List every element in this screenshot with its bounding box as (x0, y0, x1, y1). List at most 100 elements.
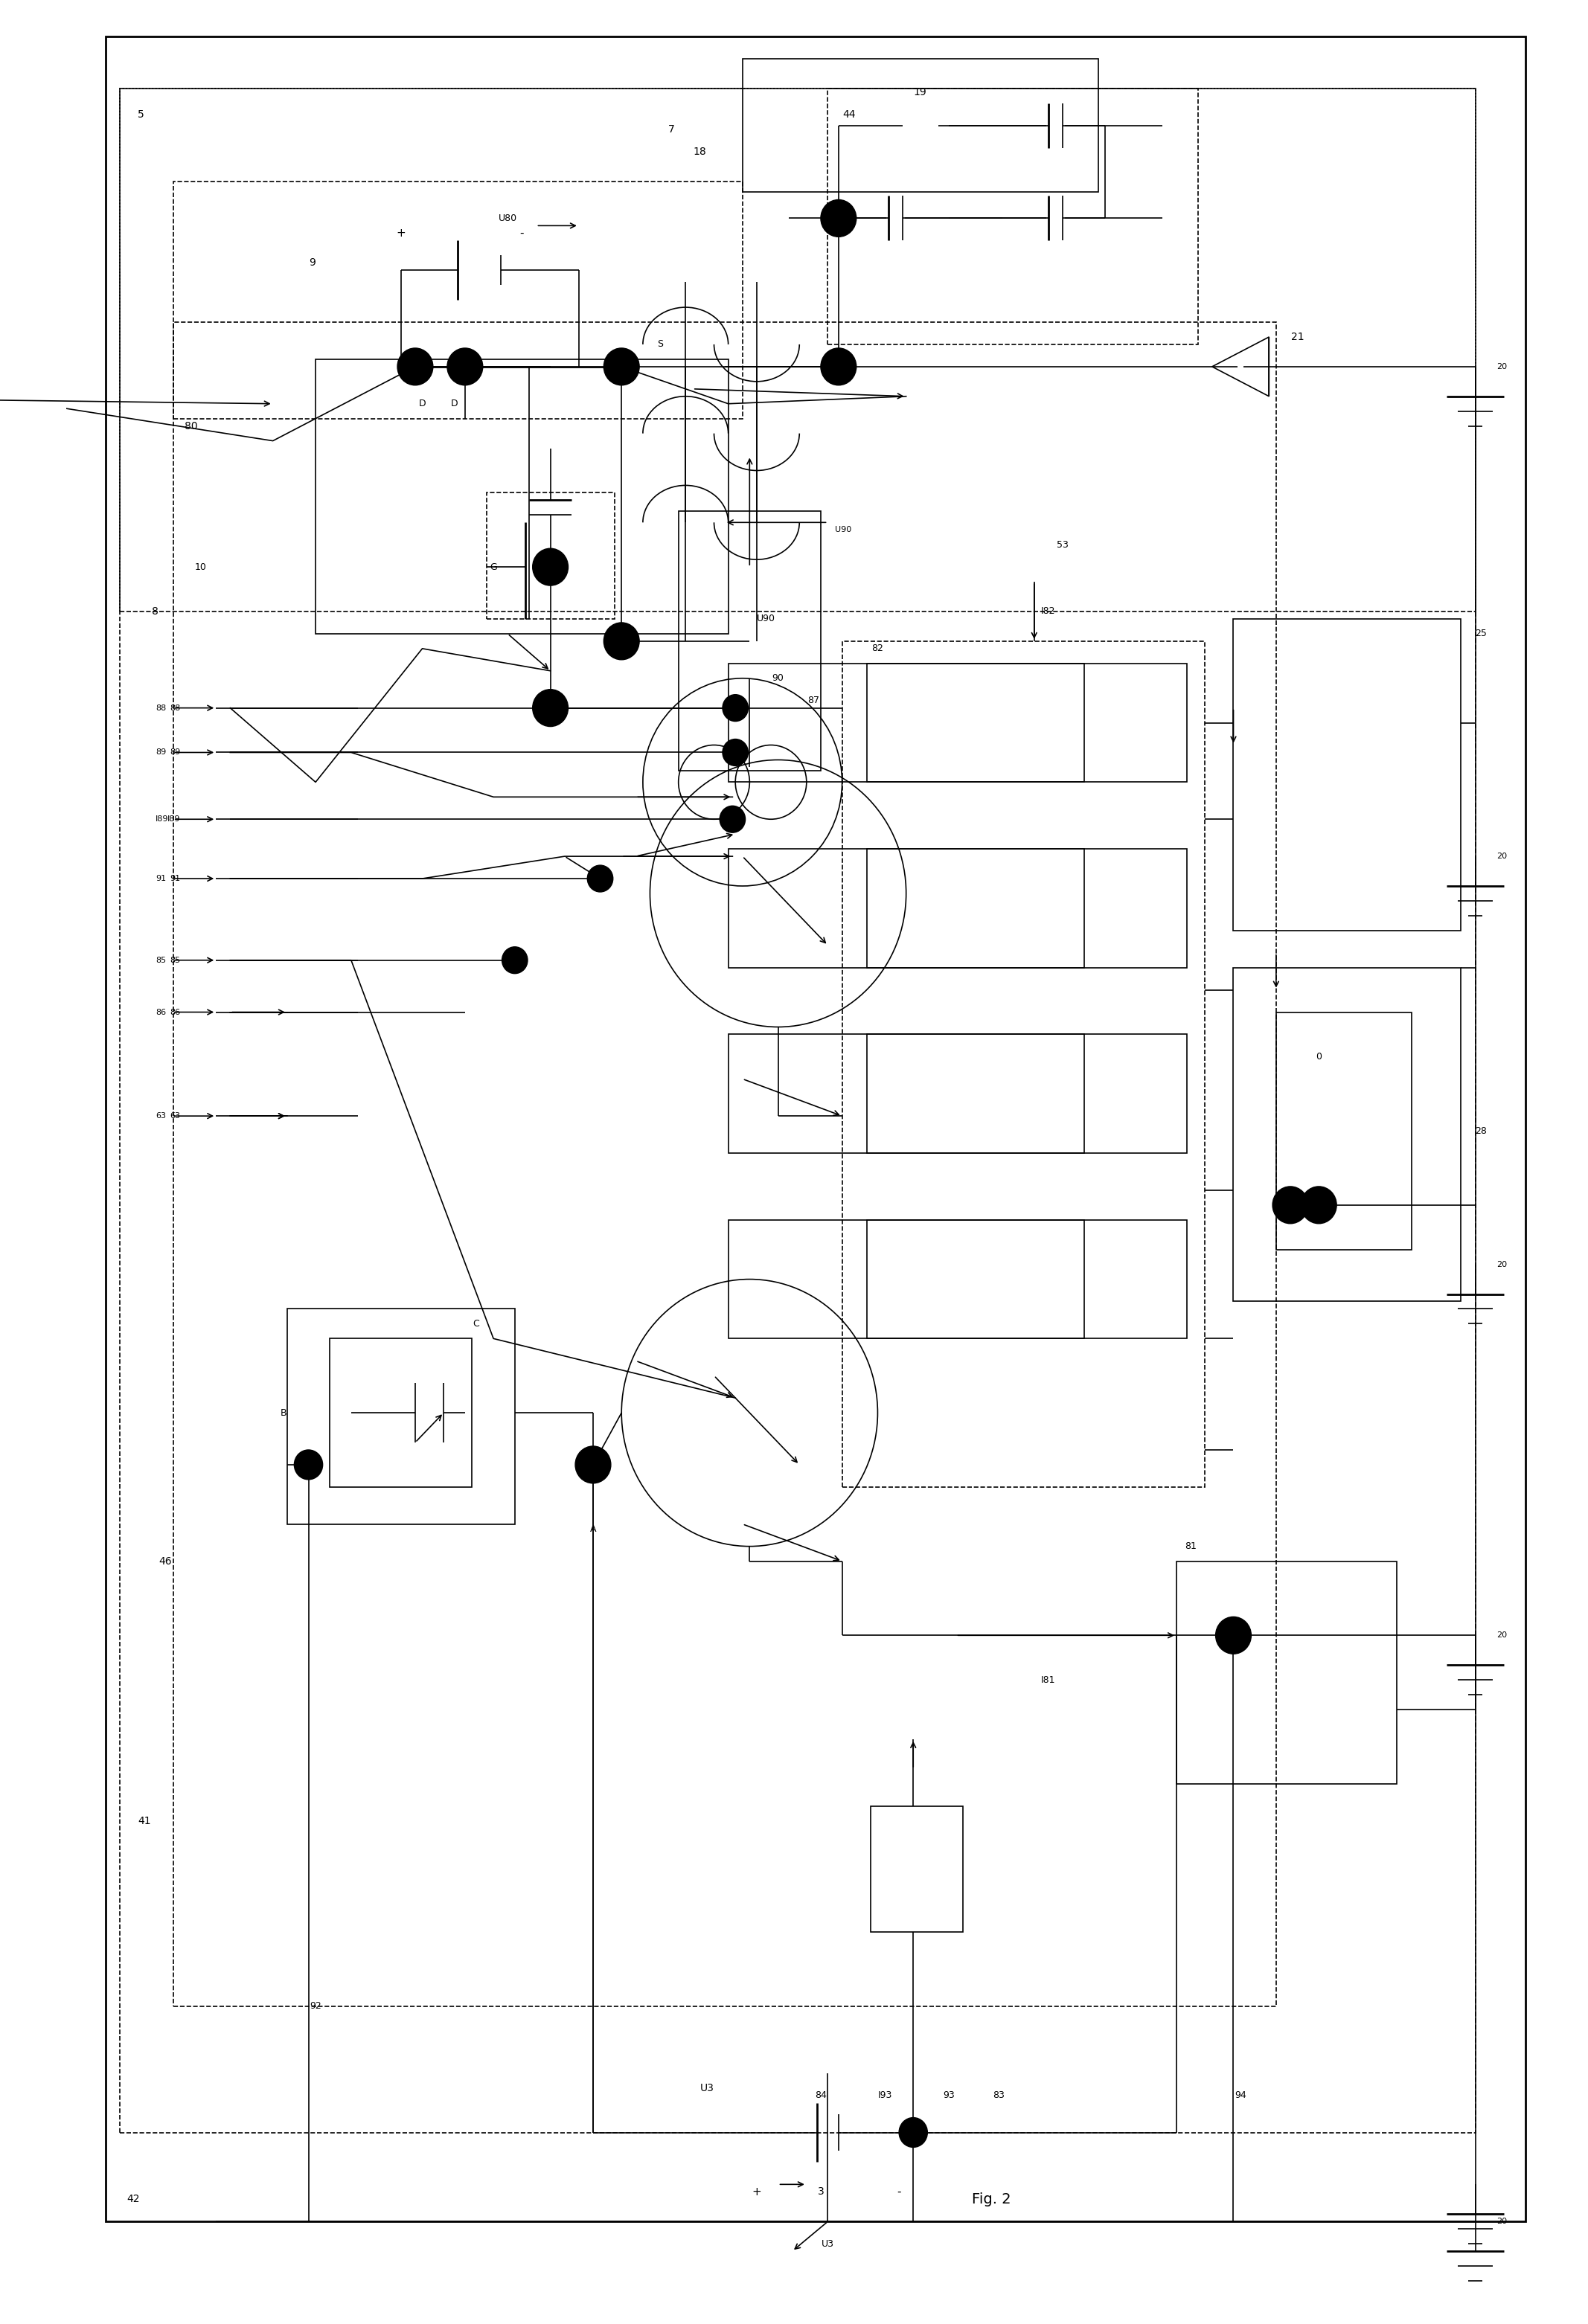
Circle shape (821, 200, 856, 237)
Text: 81: 81 (1185, 1541, 1197, 1550)
Text: 63: 63 (170, 1113, 181, 1120)
Text: 85: 85 (156, 957, 167, 964)
Text: 88: 88 (156, 704, 167, 711)
Text: 9: 9 (308, 258, 316, 267)
Text: 80: 80 (184, 421, 197, 432)
Text: 20: 20 (1496, 363, 1507, 370)
Circle shape (448, 349, 483, 386)
Bar (121, 88, 1475, 611)
Text: 94: 94 (1234, 2092, 1247, 2101)
Text: 21: 21 (1291, 332, 1304, 342)
Text: 84: 84 (815, 2092, 827, 2101)
Text: 86: 86 (170, 1009, 181, 1016)
Text: 5: 5 (138, 109, 145, 119)
Text: 19: 19 (913, 86, 927, 98)
Bar (867, 848, 1188, 967)
Circle shape (502, 946, 527, 974)
Text: +: + (753, 2187, 762, 2199)
Text: 20: 20 (1496, 1631, 1507, 1638)
Bar (842, 641, 1205, 1487)
Text: 42: 42 (127, 2194, 140, 2205)
Bar (1277, 1013, 1412, 1250)
Circle shape (603, 623, 640, 660)
Circle shape (899, 2117, 927, 2147)
Text: -: - (897, 2187, 900, 2199)
Circle shape (575, 1446, 611, 1483)
Bar (729, 1034, 1085, 1153)
Circle shape (532, 548, 569, 586)
Bar (729, 1220, 1085, 1339)
Bar (330, 1339, 472, 1487)
Text: U80: U80 (499, 214, 518, 223)
Text: 1: 1 (1316, 1215, 1321, 1225)
Text: -: - (519, 228, 524, 239)
Text: D: D (419, 400, 426, 409)
Text: I89: I89 (167, 816, 181, 823)
Text: 82: 82 (872, 644, 883, 653)
Text: 91: 91 (156, 874, 167, 883)
Circle shape (723, 695, 748, 720)
Text: 93: 93 (943, 2092, 954, 2101)
Bar (121, 88, 1475, 2133)
Bar (867, 1034, 1188, 1153)
Bar (1234, 967, 1461, 1301)
Text: 88: 88 (170, 704, 181, 711)
Text: G: G (489, 562, 497, 572)
Text: 20: 20 (1496, 2217, 1507, 2224)
Circle shape (821, 349, 856, 386)
Text: A: A (589, 1525, 596, 1534)
Text: 20: 20 (1496, 853, 1507, 860)
Bar (287, 1308, 515, 1525)
Text: Fig. 2: Fig. 2 (972, 2192, 1012, 2205)
Bar (827, 88, 1197, 344)
Text: 46: 46 (159, 1557, 172, 1566)
Circle shape (397, 349, 434, 386)
Text: 91: 91 (170, 874, 181, 883)
Text: I81: I81 (1042, 1676, 1056, 1685)
Circle shape (294, 1450, 322, 1480)
Text: 20: 20 (1496, 1260, 1507, 1269)
Text: 41: 41 (138, 1815, 151, 1827)
Text: U3: U3 (821, 2238, 834, 2250)
Text: 85: 85 (170, 957, 181, 964)
Text: 0: 0 (1316, 1053, 1321, 1062)
Text: C: C (473, 1320, 480, 1329)
Bar (867, 1220, 1188, 1339)
Bar (867, 662, 1188, 783)
Text: 10: 10 (195, 562, 206, 572)
Text: 53: 53 (1056, 539, 1069, 548)
Text: I89: I89 (156, 816, 168, 823)
Circle shape (1216, 1618, 1251, 1655)
Text: 28: 28 (1475, 1127, 1486, 1136)
Text: I93: I93 (878, 2092, 892, 2101)
Text: 7: 7 (669, 123, 675, 135)
Text: 18: 18 (694, 146, 707, 156)
Text: D: D (451, 400, 457, 409)
Bar (1177, 1562, 1397, 1785)
Text: 89: 89 (156, 748, 167, 755)
Text: U90: U90 (835, 525, 851, 535)
Circle shape (603, 349, 640, 386)
Circle shape (723, 739, 748, 767)
Text: 44: 44 (843, 109, 856, 119)
Bar (316, 360, 729, 634)
Text: 8: 8 (152, 607, 159, 616)
Text: 90: 90 (772, 674, 784, 683)
Circle shape (1272, 1188, 1309, 1222)
Text: +: + (395, 228, 405, 239)
Circle shape (532, 690, 569, 727)
Text: 92: 92 (310, 2001, 321, 2010)
Text: 87: 87 (808, 695, 819, 706)
Text: I82: I82 (1042, 607, 1056, 616)
Bar (173, 181, 743, 418)
Text: B: B (281, 1408, 287, 1418)
Text: 86: 86 (156, 1009, 167, 1016)
Text: 63: 63 (156, 1113, 165, 1120)
Text: 25: 25 (1475, 630, 1486, 639)
Bar (173, 323, 1277, 2006)
Text: 83: 83 (992, 2092, 1005, 2101)
Bar (729, 662, 1085, 783)
Bar (486, 493, 615, 618)
Bar (729, 848, 1085, 967)
Bar (1234, 618, 1461, 930)
